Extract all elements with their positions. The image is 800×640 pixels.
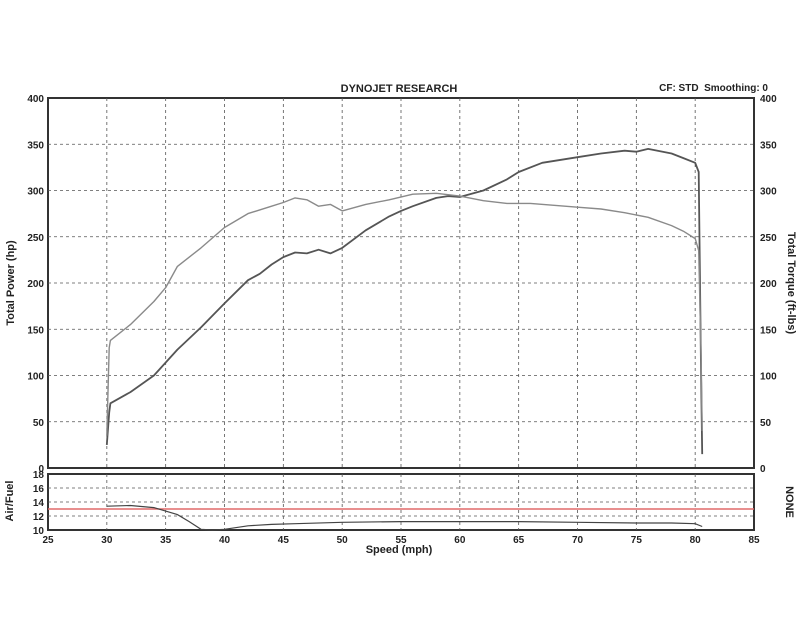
x-tick-label: 85 [748,535,760,546]
y-tick-label: 200 [27,279,44,290]
x-tick-label: 55 [395,535,407,546]
afr-plot-grid [48,474,754,530]
x-tick-label: 50 [337,535,349,546]
afr-y-tick-label: 10 [33,526,45,537]
x-tick-label: 70 [572,535,584,546]
afr-side-label: NONE [783,486,795,518]
x-tick-label: 45 [278,535,290,546]
x-tick-label: 35 [160,535,172,546]
y2-tick-label: 250 [760,233,777,244]
y-tick-label: 100 [27,372,44,383]
x-tick-label: 65 [513,535,525,546]
series-line-2 [106,192,703,436]
y2-tick-label: 150 [760,325,777,336]
main-y2-ticks: 0 50 100 150 200 250 300 350 400 [760,94,777,475]
y-tick-label: 400 [27,94,44,105]
y2-tick-label: 350 [760,140,777,151]
y2-axis-label: Total Torque (ft-lbs) [785,232,797,335]
x-tick-label: 80 [690,535,702,546]
y2-tick-label: 400 [760,94,777,105]
main-plot-grid [48,98,754,468]
chart-title: DYNOJET RESEARCH [341,83,458,95]
x-tick-label: 40 [219,535,231,546]
x-tick-label: 60 [454,535,466,546]
afr-series-line-1 [106,504,703,531]
afr-plot-series [48,504,754,531]
y-tick-label: 300 [27,187,44,198]
y-tick-label: 0 [38,464,44,475]
y2-tick-label: 300 [760,187,777,198]
series-line-1 [105,148,704,455]
afr-y-axis-label: Air/Fuel [4,481,16,522]
y-tick-label: 150 [27,325,44,336]
main-y-ticks: 0 50 100 150 200 250 300 350 400 [27,94,44,475]
afr-y-tick-label: 14 [33,498,45,509]
y-tick-label: 250 [27,233,44,244]
y2-tick-label: 0 [760,464,766,475]
x-tick-label: 25 [42,535,54,546]
afr-y-tick-label: 18 [33,470,45,481]
y2-tick-label: 100 [760,372,777,383]
y2-tick-label: 50 [760,418,772,429]
chart-header-settings: CF: STD Smoothing: 0 [659,83,768,94]
x-tick-label: 30 [101,535,113,546]
main-plot-series [105,148,704,455]
x-axis-label: Speed (mph) [366,544,433,556]
x-ticks: 25 30 35 40 45 50 55 60 65 70 75 80 85 [42,535,760,546]
afr-y-tick-label: 16 [33,484,45,495]
afr-y-tick-label: 12 [33,512,45,523]
y-tick-label: 50 [33,418,45,429]
y-tick-label: 350 [27,140,44,151]
x-tick-label: 75 [631,535,643,546]
afr-y-ticks: 10 12 14 16 18 [33,470,45,537]
y2-tick-label: 200 [760,279,777,290]
y-axis-label: Total Power (hp) [5,240,17,326]
